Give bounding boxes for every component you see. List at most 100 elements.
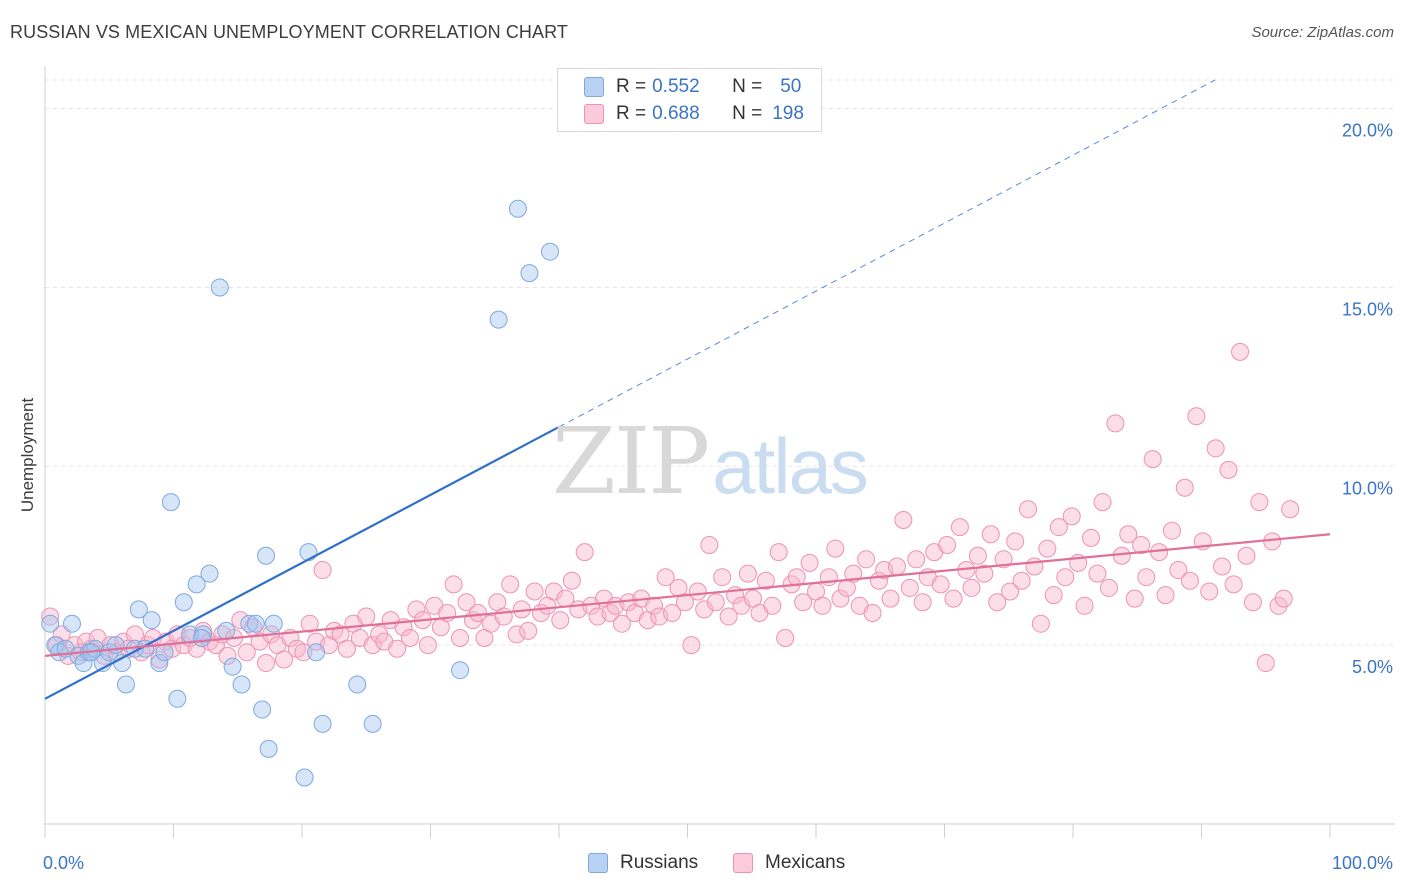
watermark-atlas: atlas xyxy=(712,422,869,510)
mexicans-point xyxy=(938,536,957,554)
mexicans-point xyxy=(451,629,470,647)
mexicans-point xyxy=(494,607,513,626)
mexicans-point xyxy=(457,593,476,612)
mexicans-trend-line xyxy=(44,533,1331,657)
mexicans-point xyxy=(975,564,994,583)
legend-n-value: 198 xyxy=(772,103,804,124)
mexicans-point xyxy=(400,629,419,647)
russians-point xyxy=(520,264,539,283)
mexicans-point xyxy=(1038,539,1057,558)
mexicans-point xyxy=(656,568,675,587)
mexicans-point xyxy=(407,600,426,619)
russians-point xyxy=(223,657,242,676)
mexicans-point xyxy=(1025,557,1044,576)
mexicans-point xyxy=(525,582,544,601)
y-tick-label: 15.0% xyxy=(1342,299,1393,319)
mexicans-point xyxy=(769,543,788,562)
legend-n-label: N = xyxy=(732,103,763,124)
mexicans-point xyxy=(719,607,738,626)
mexicans-point xyxy=(713,568,732,587)
mexicans-point xyxy=(300,614,319,633)
mexicans-point xyxy=(125,625,144,644)
mexicans-point xyxy=(551,611,570,630)
russians-point xyxy=(295,768,314,787)
mexicans-point xyxy=(950,518,969,537)
russians-point xyxy=(246,614,265,633)
mexicans-point xyxy=(1162,521,1181,540)
mexicans-point xyxy=(994,550,1013,569)
mexicans-point xyxy=(1237,546,1256,565)
mexicans-point xyxy=(1143,450,1162,469)
legend-row-mexicans: R = 0.688 N = 198 xyxy=(584,102,804,126)
mexicans-point xyxy=(831,589,850,608)
mexicans-point xyxy=(663,603,682,622)
russians-point xyxy=(232,675,251,694)
mexicans-point xyxy=(469,603,488,622)
mexicans-point xyxy=(1219,460,1238,479)
russians-point xyxy=(299,543,318,562)
mexicans-point xyxy=(1281,500,1300,519)
mexicans-point xyxy=(1049,518,1068,537)
mexicans-point xyxy=(706,593,725,612)
legend-r-label: R = xyxy=(616,76,647,97)
mexicans-point xyxy=(1125,589,1144,608)
mexicans-point xyxy=(337,639,356,658)
mexicans-point xyxy=(544,582,563,601)
mexicans-point xyxy=(700,536,719,554)
mexicans-point xyxy=(844,564,863,583)
legend-r-value: 0.552 xyxy=(652,76,700,97)
mexicans-point xyxy=(931,575,950,594)
mexicans-point xyxy=(1081,528,1100,547)
legend-r-value: 0.688 xyxy=(652,103,700,124)
mexicans-point xyxy=(1056,568,1075,587)
mexicans-point xyxy=(1169,561,1188,580)
series-legend: Russians Mexicans xyxy=(0,852,1406,878)
mexicans-point xyxy=(1062,507,1081,526)
russians-point xyxy=(150,654,169,673)
mexicans-point xyxy=(612,614,631,633)
mexicans-point xyxy=(294,643,313,662)
mexicans-point xyxy=(1088,564,1107,583)
mexicans-point xyxy=(675,593,694,612)
mexicans-point xyxy=(218,646,237,665)
mexicans-point xyxy=(1119,525,1138,544)
russians-point xyxy=(259,739,278,758)
mexicans-point xyxy=(1263,532,1282,551)
legend-label-mexicans: Mexicans xyxy=(765,852,846,873)
russians-point xyxy=(489,310,508,329)
mexicans-point xyxy=(1156,586,1175,605)
watermark-zip: ZIP xyxy=(552,408,710,515)
legend-item-mexicans[interactable]: Mexicans xyxy=(733,852,845,874)
watermark: ZIPatlas xyxy=(552,408,869,515)
mexicans-point xyxy=(813,596,832,615)
mexicans-point xyxy=(1224,575,1243,594)
russians-point xyxy=(174,593,193,612)
russians-point xyxy=(210,278,229,297)
legend-n-label: N = xyxy=(732,76,763,97)
mexicans-point xyxy=(275,650,294,669)
mexicans-point xyxy=(1200,582,1219,601)
mexicans-point xyxy=(881,589,900,608)
russians-point xyxy=(253,700,272,719)
russians-point xyxy=(541,242,560,261)
mexicans-point xyxy=(732,596,751,615)
russians-swatch xyxy=(584,77,604,97)
mexicans-point xyxy=(1106,414,1125,433)
mexicans-point xyxy=(363,636,382,655)
mexicans-point xyxy=(357,607,376,626)
mexicans-point xyxy=(562,571,581,590)
mexicans-point xyxy=(1243,593,1262,612)
mexicans-point xyxy=(1001,582,1020,601)
mexicans-point xyxy=(695,600,714,619)
mexicans-point xyxy=(968,546,987,565)
mexicans-point xyxy=(1012,571,1031,590)
mexicans-point xyxy=(1137,568,1156,587)
legend-item-russians[interactable]: Russians xyxy=(588,852,698,874)
mexicans-swatch xyxy=(733,853,753,873)
mexicans-point xyxy=(1250,493,1269,512)
mexicans-point xyxy=(1231,342,1250,361)
mexicans-swatch xyxy=(584,104,604,124)
mexicans-point xyxy=(1099,578,1118,597)
mexicans-point xyxy=(1093,493,1112,512)
mexicans-point xyxy=(1075,596,1094,615)
